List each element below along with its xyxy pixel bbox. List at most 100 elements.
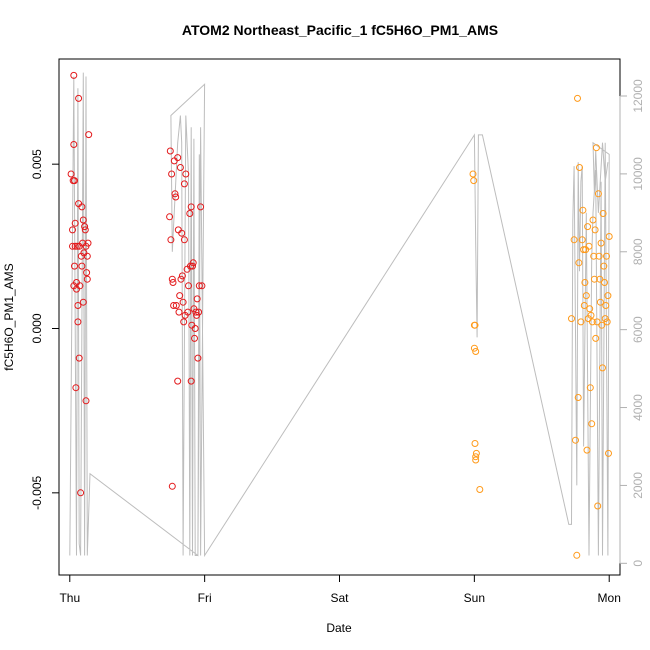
data-point [574, 94, 581, 102]
data-point [589, 216, 597, 224]
data-point [605, 449, 612, 457]
data-point [167, 236, 175, 244]
data-point [592, 144, 600, 152]
data-point [187, 203, 195, 211]
data-point [169, 279, 177, 286]
data-point [81, 226, 89, 234]
data-point [168, 482, 176, 490]
data-point [69, 242, 76, 250]
data-point [166, 213, 174, 221]
y-tick-label: -0.005 [30, 475, 44, 509]
data-point [603, 318, 611, 326]
y2-tick-label: 4000 [631, 394, 645, 421]
data-point [578, 236, 586, 244]
data-point [67, 170, 75, 178]
data-point [79, 298, 87, 306]
data-point [81, 223, 89, 231]
data-point [581, 279, 589, 286]
data-point [472, 348, 480, 355]
data-point [594, 190, 602, 198]
data-point [195, 308, 203, 316]
data-point [597, 239, 605, 247]
data-point [74, 302, 82, 309]
y-axis: -0.005 0.000 0.005 [30, 149, 60, 510]
data-point [187, 377, 195, 385]
data-point [596, 298, 604, 306]
x-tick-label: Thu [59, 591, 80, 605]
data-point [588, 420, 596, 428]
data-point [75, 94, 83, 102]
data-point [184, 308, 192, 316]
data-point [198, 282, 206, 290]
data-point [74, 318, 82, 326]
data-point [83, 252, 91, 260]
data-point [580, 246, 588, 254]
data-point [174, 377, 182, 385]
data-point [599, 364, 606, 372]
data-point [71, 242, 79, 250]
data-point [83, 269, 91, 277]
data-point [191, 325, 199, 332]
y2-tick-label: 10000 [631, 157, 645, 191]
data-point [84, 239, 92, 247]
data-point [469, 170, 477, 178]
data-point [590, 275, 598, 283]
data-point [69, 226, 76, 234]
data-point [72, 384, 80, 392]
data-point [585, 242, 593, 250]
data-point [71, 177, 78, 185]
y2-tick-label: 12000 [631, 79, 645, 113]
data-point [587, 311, 595, 319]
y2-axis: 0 2000 4000 6000 8000 10000 12000 [619, 79, 645, 567]
y-axis-label: fC5H6O_PM1_AMS [2, 263, 16, 370]
data-point [596, 275, 604, 283]
data-point [180, 236, 188, 244]
data-point [78, 203, 86, 211]
data-point [599, 210, 607, 217]
data-point [168, 170, 176, 178]
data-point [177, 275, 185, 283]
data-point [171, 190, 179, 198]
data-point [176, 292, 184, 300]
data-point [189, 259, 197, 267]
data-point [471, 321, 479, 329]
data-point [590, 252, 598, 260]
x-tick-label: Sun [464, 591, 485, 605]
secondary-line-layer [69, 72, 610, 558]
data-point [588, 318, 596, 326]
secondary-series-line [69, 72, 610, 558]
chart-title: ATOM2 Northeast_Pacific_1 fC5H6O_PM1_AMS [182, 22, 498, 38]
data-point [472, 453, 480, 461]
data-point [580, 302, 588, 309]
data-point [472, 456, 480, 464]
data-point [186, 210, 194, 217]
data-point [175, 308, 183, 316]
data-point [176, 164, 184, 171]
data-point [189, 262, 196, 270]
data-point [192, 308, 200, 316]
data-point [172, 193, 180, 201]
data-point [579, 206, 587, 214]
data-point [586, 305, 594, 313]
y2-tick-label: 8000 [631, 238, 645, 265]
data-point [574, 394, 582, 401]
data-point [178, 229, 186, 237]
data-point [179, 298, 187, 306]
data-point [193, 295, 201, 303]
data-point [178, 272, 186, 280]
data-point [194, 354, 202, 362]
data-point [180, 180, 188, 188]
data-point [472, 449, 480, 457]
data-point [584, 223, 592, 231]
data-point [70, 141, 78, 148]
data-point [174, 226, 182, 234]
data-point [180, 318, 188, 326]
data-point [573, 551, 581, 559]
data-point [586, 384, 594, 392]
data-point [598, 321, 606, 329]
x-tick-label: Mon [598, 591, 621, 605]
data-point [174, 154, 182, 162]
data-point [82, 397, 90, 405]
x-tick-label: Sat [330, 591, 349, 605]
